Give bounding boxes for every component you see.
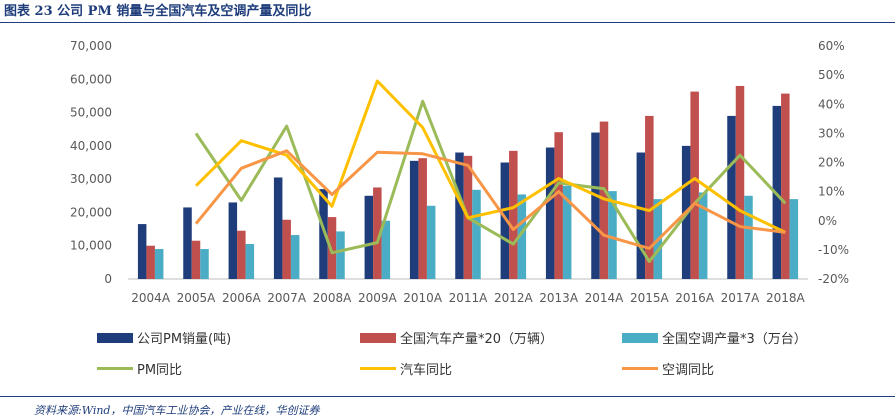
bar-3 [517, 194, 527, 279]
bar-2 [237, 230, 246, 279]
right-axis-tick-label: 30% [818, 126, 845, 140]
left-axis-tick-label: 60,000 [70, 72, 112, 86]
x-axis-tick-label: 2014A [585, 291, 625, 305]
legend-item-pm-yoy: PM同比 [97, 359, 182, 378]
legend-item-ac-output: 全国空调产量*3（万台） [622, 328, 807, 347]
bar-1 [409, 160, 419, 279]
right-axis-tick-label: -10% [818, 243, 849, 257]
bar-1 [228, 202, 238, 279]
x-axis-tick-label: 2007A [267, 291, 307, 305]
bar-3 [608, 191, 617, 279]
legend-label-ac-output: 全国空调产量*3（万台） [662, 332, 807, 347]
bar-2 [735, 85, 745, 279]
left-axis-tick-label: 20,000 [70, 205, 112, 219]
bar-1 [591, 132, 600, 279]
bar-3 [245, 244, 255, 279]
bar-3 [381, 220, 391, 279]
legend-label-pm-yoy: PM同比 [137, 363, 183, 378]
legend-swatch-auto-output [360, 332, 396, 343]
bar-2 [690, 91, 699, 279]
bar-2 [418, 158, 427, 279]
left-axis-tick-label: 30,000 [70, 172, 112, 186]
bar-1 [364, 195, 374, 279]
x-axis-tick-label: 2015A [630, 291, 670, 305]
legend-item-auto-output: 全国汽车产量*20（万辆） [360, 328, 553, 347]
legend-line-ac-yoy [622, 367, 658, 370]
x-axis-tick-label: 2004A [131, 291, 171, 305]
bar-3 [426, 205, 436, 279]
x-axis-tick-label: 2006A [222, 291, 262, 305]
line-series-2 [194, 79, 786, 234]
bar-2 [509, 150, 518, 279]
right-axis-tick-label: 50% [818, 68, 845, 82]
legend-label-auto-output: 全国汽车产量*20（万辆） [400, 332, 554, 347]
bar-1 [727, 115, 736, 280]
bar-1 [455, 152, 464, 279]
left-axis-tick-label: 70,000 [70, 39, 112, 53]
bar-1 [183, 207, 192, 279]
right-axis-tick-label: 0% [818, 214, 837, 228]
x-axis-tick-label: 2011A [449, 291, 489, 305]
bar-3 [744, 195, 753, 279]
left-axis-tick-label: 0 [104, 272, 112, 286]
bar-2 [373, 187, 382, 279]
x-axis-tick-label: 2009A [358, 291, 398, 305]
right-axis-tick-label: 10% [818, 185, 845, 199]
bar-3 [789, 199, 799, 279]
legend-label-auto-yoy: 汽车同比 [400, 363, 453, 378]
legend-item-pm-sales: 公司PM销量(吨) [97, 328, 231, 347]
line-series-1 [194, 99, 787, 263]
legend-label-ac-yoy: 空调同比 [662, 363, 715, 378]
x-axis-tick-label: 2012A [494, 291, 534, 305]
legend-swatch-ac-output [622, 332, 658, 343]
bar-1 [273, 177, 283, 279]
bar-3 [154, 249, 164, 279]
bar-2 [146, 245, 155, 279]
bar-2 [554, 132, 563, 279]
source-rule [0, 396, 895, 397]
right-axis-tick-label: 60% [818, 39, 845, 53]
bar-3 [200, 249, 209, 279]
legend-label-pm-sales: 公司PM销量(吨) [137, 332, 232, 347]
x-axis-tick-label: 2013A [539, 291, 579, 305]
bar-1 [137, 224, 147, 279]
bar-2 [282, 219, 291, 279]
x-axis-tick-label: 2018A [766, 291, 806, 305]
combo-chart: 0 10,000 20,000 30,000 40,000 50,000 60,000 70,… [70, 39, 849, 305]
bar-3 [290, 235, 300, 279]
figure-title: 图表 23 公司 PM 销量与全国汽车及空调产量及同比 [4, 4, 312, 19]
line-series-3 [194, 149, 786, 250]
left-axis-tick-label: 40,000 [70, 139, 112, 153]
bar-2 [781, 93, 790, 279]
title-rule [0, 22, 895, 23]
x-axis-tick-label: 2016A [675, 291, 715, 305]
left-axis-tick-label: 10,000 [70, 239, 112, 253]
source-note: 资料来源:Wind，中国汽车工业协会，产业在线，华创证券 [34, 404, 320, 417]
x-axis-tick-label: 2017A [721, 291, 761, 305]
bar-3 [562, 185, 572, 279]
legend-item-auto-yoy: 汽车同比 [360, 359, 452, 378]
bar-2 [327, 217, 337, 279]
right-axis-tick-label: 20% [818, 156, 845, 170]
bar-1 [319, 189, 328, 279]
bar-1 [636, 152, 646, 279]
bar-2 [191, 240, 201, 279]
bar-3 [472, 189, 481, 279]
legend-item-ac-yoy: 空调同比 [622, 359, 714, 378]
bar-3 [336, 231, 345, 279]
bar-1 [500, 162, 510, 279]
bar-2 [645, 115, 654, 280]
x-axis-tick-label: 2005A [177, 291, 217, 305]
bar-1 [545, 147, 555, 279]
legend-swatch-pm-sales [97, 332, 133, 343]
x-axis-tick-label: 2008A [313, 291, 353, 305]
legend-line-auto-yoy [360, 367, 396, 370]
legend-line-pm-yoy [97, 367, 133, 370]
right-axis-tick-label: -20% [818, 272, 849, 286]
left-axis-tick-label: 50,000 [70, 106, 112, 120]
x-axis-tick-label: 2010A [403, 291, 443, 305]
right-axis-tick-label: 40% [818, 97, 845, 111]
bar-3 [698, 192, 708, 279]
